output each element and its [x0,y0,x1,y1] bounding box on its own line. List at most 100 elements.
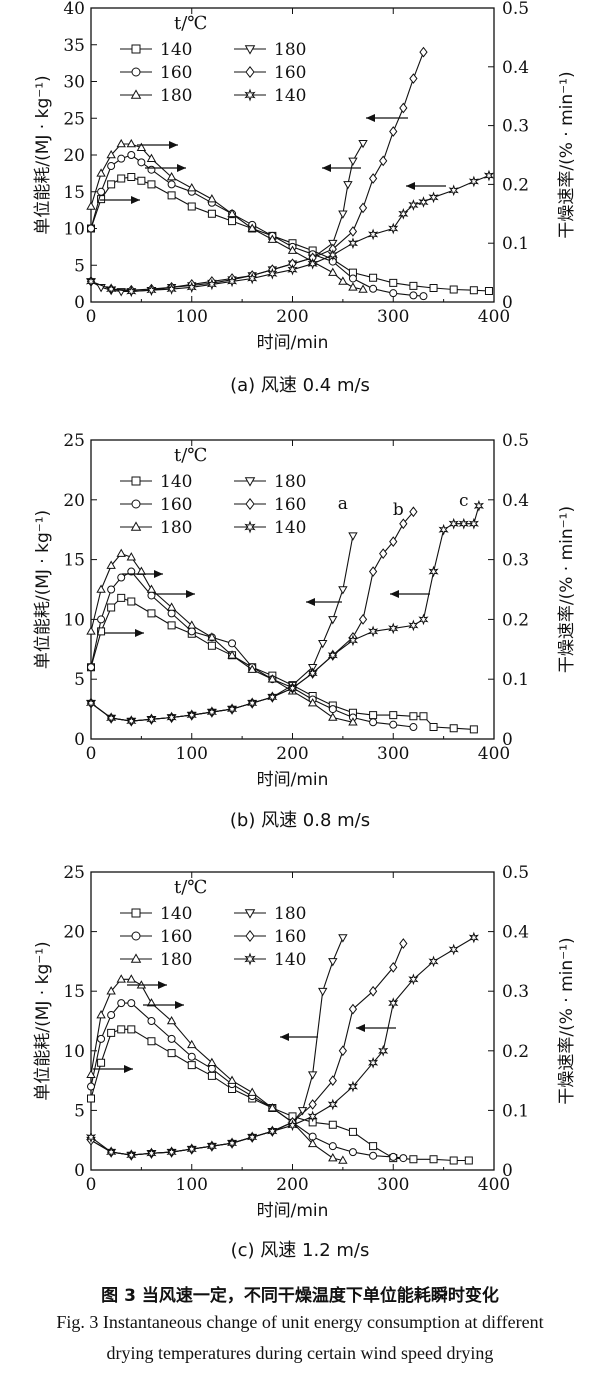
data-point-circle [167,1034,176,1043]
data-point-star [307,667,318,680]
data-point-square [389,278,398,287]
data-point-triangle-up [227,208,237,218]
y-left-tick-label: 5 [74,670,85,690]
y-left-tick-label: 35 [63,36,85,56]
data-point-star [473,499,484,512]
y-left-axis-label: 单位能耗/(MJ · kg⁻¹) [33,75,53,234]
y-left-tick-label: 5 [74,256,85,276]
y-left-tick-label: 10 [63,610,85,630]
legend-entry-label: 160 [160,495,192,515]
legend-marker-circle [131,67,141,77]
data-point-square [328,1120,337,1129]
data-point-circle [97,187,106,196]
data-point-circle [389,289,398,298]
data-point-star [388,222,399,235]
y-left-tick-label: 25 [63,431,85,451]
legend-marker-diamond [245,929,255,943]
data-point-triangle-up [96,1010,106,1019]
data-point-star [347,1080,359,1093]
data-point-triangle-down [338,934,348,943]
legend-marker-triangle-up [130,89,142,99]
legend-entry-label: 180 [274,472,306,492]
y-right-tick-label: 0 [502,293,513,313]
data-point-diamond [389,126,398,137]
y-left-tick-label: 10 [63,1042,85,1062]
data-point-star [418,196,429,208]
data-point-triangle-up [267,1102,278,1112]
data-point-circle [87,663,95,672]
arrow-head [366,114,375,122]
y-right-tick-label: 0.4 [502,923,529,943]
y-left-tick-label: 15 [63,982,85,1002]
series-line-square [90,1028,469,1162]
data-point-triangle-up [247,664,257,673]
data-point-star [468,175,479,188]
data-point-square [429,723,438,732]
data-point-star [206,278,217,291]
data-point-star [126,1149,137,1161]
data-point-square [449,285,458,294]
chart-panel-a: 0 100 200 300 400051015202530354000.10.20.30… [33,0,577,396]
arrow-head [177,164,186,172]
data-point-square [419,712,428,721]
series-line-star [90,175,490,292]
data-point-star [378,1044,389,1057]
data-point-triangle-down [358,139,368,149]
legend-entry-label: 180 [160,950,192,970]
data-point-star [368,625,379,638]
data-point-square [469,286,478,295]
data-point-star [146,284,157,297]
arrow-head [306,598,315,606]
data-point-triangle-up [348,717,358,726]
legend-header: t/℃ [174,445,207,466]
data-point-star [186,281,197,294]
arrow-head [390,590,399,598]
data-point-star [408,199,419,211]
subfigure-caption: (c) 风速 1.2 m/s [231,1240,370,1261]
data-point-triangle-up [348,282,358,291]
data-point-circle [389,720,398,729]
data-point-triangle-down [307,1071,318,1080]
x-tick-label: 200 [276,1175,308,1195]
data-point-square [117,593,126,602]
legend-header: t/℃ [174,13,207,34]
data-point-diamond [409,73,418,84]
data-point-square [207,1071,216,1080]
data-point-triangle-up [126,974,137,983]
y-right-tick-label: 0.2 [502,1042,529,1062]
x-axis-label: 时间/min [257,333,329,353]
data-point-triangle-up [106,149,116,159]
y-right-tick-label: 0.1 [502,1101,529,1121]
data-point-square [97,1058,106,1067]
y-right-tick-label: 0.5 [502,0,529,19]
data-point-square [369,1142,378,1151]
data-point-star [85,697,97,709]
data-point-square [147,1037,156,1046]
data-point-triangle-up [247,223,257,232]
y-left-tick-label: 5 [74,1101,85,1121]
y-left-tick-label: 15 [63,183,85,203]
data-point-diamond [328,1075,337,1086]
data-point-triangle-up [207,1057,217,1067]
data-point-star [247,697,258,709]
x-tick-label: 0 [86,1175,97,1195]
y-left-tick-label: 10 [63,220,85,240]
data-point-diamond [379,155,388,167]
data-point-star [388,622,399,635]
data-point-circle [147,165,156,174]
legend-entry-label: 140 [274,518,306,538]
data-point-triangle-up [227,650,237,659]
data-point-star [267,267,278,280]
data-point-triangle-up [287,245,298,254]
data-point-square [127,173,136,182]
legend-marker-triangle-down [244,45,256,55]
y-left-axis-label: 单位能耗/(MJ · kg⁻¹) [33,941,53,1100]
legend-marker-triangle-down [244,909,256,919]
data-point-circle [399,1154,408,1163]
data-point-square [137,176,146,185]
data-point-triangle-up [328,712,338,721]
data-point-triangle-up [166,172,177,181]
legend: t/℃ 140 160 180 180 160 140 [120,13,306,106]
data-point-circle [348,274,357,283]
data-point-circle [409,291,418,300]
